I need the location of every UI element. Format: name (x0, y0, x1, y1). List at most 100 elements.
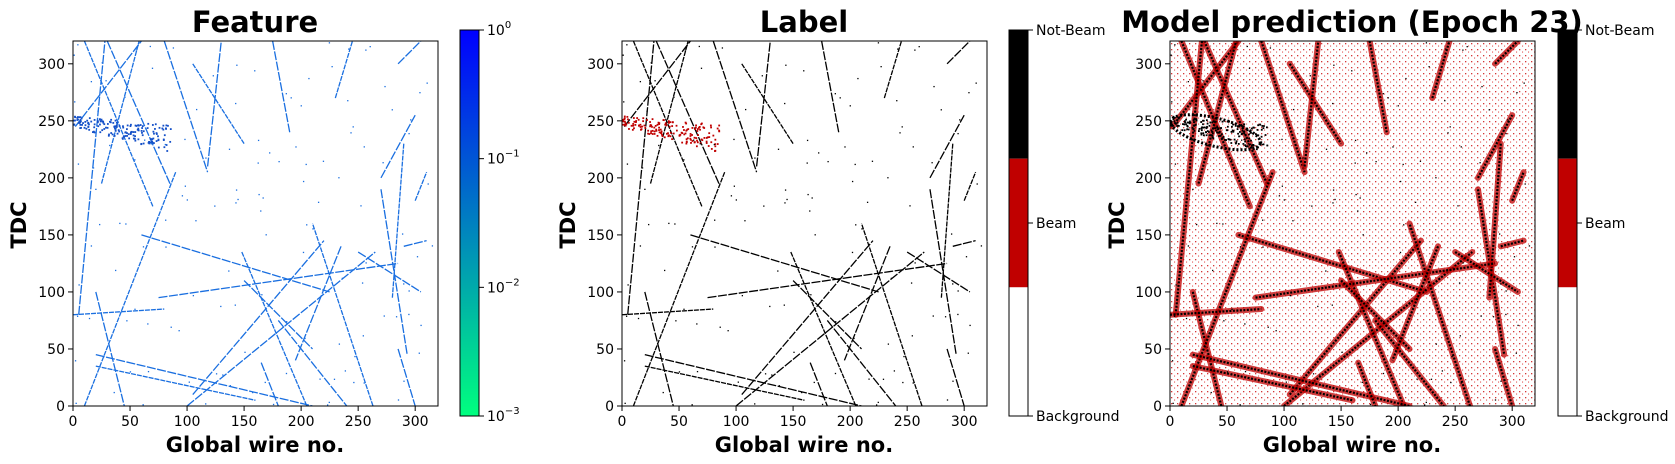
beam-hit (696, 139, 698, 142)
isolated-hit (903, 355, 905, 358)
beam-hit (1193, 129, 1196, 132)
beam-hit (1255, 148, 1258, 151)
isolated-hit (1244, 323, 1246, 325)
beam-hit (669, 135, 672, 138)
isolated-hit (1231, 159, 1233, 161)
isolated-hit (1419, 160, 1422, 162)
isolated-hit (902, 381, 904, 384)
beam-hit (79, 119, 82, 121)
axes-frame (621, 40, 988, 407)
isolated-hit (1355, 193, 1357, 196)
y-tick-label: 50 (47, 342, 65, 358)
beam-hit (74, 119, 76, 122)
isolated-hit (1172, 402, 1174, 404)
beam-hit (114, 129, 117, 132)
isolated-hit (391, 109, 393, 111)
isolated-hit (353, 381, 355, 384)
track-hit (380, 114, 416, 179)
isolated-hit (76, 315, 79, 317)
beam-hit (671, 125, 674, 127)
isolated-hit (1261, 143, 1263, 146)
beam-hit (116, 132, 119, 135)
isolated-hit (126, 320, 128, 322)
track-hit (707, 262, 948, 299)
beam-hit (132, 131, 135, 133)
beam-hit (698, 126, 700, 129)
beam-hit (653, 133, 656, 135)
beam-hit (622, 120, 625, 123)
isolated-hit (1460, 382, 1462, 384)
isolated-hit (1488, 109, 1490, 111)
isolated-hit (857, 77, 859, 80)
isolated-hit (827, 160, 829, 163)
isolated-hit (1319, 374, 1321, 376)
x-tick-label: 50 (670, 414, 688, 430)
beam-hit (96, 121, 99, 124)
isolated-hit (851, 251, 854, 254)
beam-hit (103, 123, 106, 126)
isolated-hit (135, 50, 138, 52)
beam-hit (114, 119, 117, 122)
track-hit (790, 251, 857, 406)
isolated-hit (1460, 146, 1462, 148)
isolated-hit (1202, 80, 1204, 82)
isolated-hit (1507, 119, 1509, 121)
isolated-hit (1232, 50, 1235, 52)
isolated-hit (369, 46, 371, 48)
isolated-hit (1349, 391, 1351, 394)
isolated-hit (1281, 138, 1283, 141)
beam-hit (115, 126, 118, 128)
beam-hit (691, 127, 694, 129)
beam-hit (1202, 132, 1205, 135)
beam-hit (140, 130, 143, 132)
track-hit (414, 171, 428, 201)
beam-hit (137, 124, 140, 127)
x-axis-label: Global wire no. (166, 433, 344, 457)
beam-hit (166, 150, 169, 152)
isolated-hit (278, 160, 280, 163)
isolated-hit (1430, 378, 1433, 380)
beam-hit (1243, 138, 1246, 141)
isolated-hit (783, 304, 785, 306)
beam-hit (694, 126, 697, 129)
beam-hit (102, 120, 105, 123)
beam-hit (662, 119, 665, 122)
isolated-hit (721, 47, 724, 49)
isolated-hit (101, 62, 103, 64)
y-tick-label: 300 (38, 57, 65, 73)
beam-hit (1265, 126, 1268, 129)
x-axis-label: Global wire no. (715, 433, 893, 457)
isolated-hit (818, 152, 820, 154)
isolated-hit (807, 193, 809, 196)
track-hit (712, 41, 758, 173)
beam-hit (87, 125, 90, 128)
isolated-hit (75, 402, 77, 404)
beam-hit (682, 126, 684, 128)
beam-hit (640, 128, 642, 131)
beam-hit (1228, 138, 1230, 141)
colorbar-segment (1009, 287, 1028, 416)
beam-hit (147, 122, 150, 125)
isolated-hit (1332, 102, 1334, 105)
beam-hit (99, 120, 102, 123)
isolated-hit (1517, 324, 1519, 327)
isolated-hit (1187, 81, 1190, 83)
beam-hit (1244, 134, 1247, 137)
isolated-hit (147, 370, 150, 373)
y-tick-label: 150 (587, 228, 614, 244)
y-axis-label: TDC (1105, 201, 1129, 248)
prediction-track (1477, 114, 1514, 179)
x-tick-label: 0 (69, 414, 78, 430)
beam-hit (154, 123, 157, 126)
beam-hit (1206, 130, 1209, 132)
isolated-hit (639, 245, 642, 247)
colorbar-tick-label: 10−1 (487, 149, 520, 168)
isolated-hit (397, 399, 400, 401)
isolated-hit (302, 180, 305, 183)
beam-hit (130, 123, 132, 126)
isolated-hit (105, 80, 107, 82)
beam-hit (667, 120, 670, 123)
beam-hit (695, 124, 697, 127)
beam-hit (80, 126, 82, 129)
beam-hit (1239, 131, 1241, 133)
